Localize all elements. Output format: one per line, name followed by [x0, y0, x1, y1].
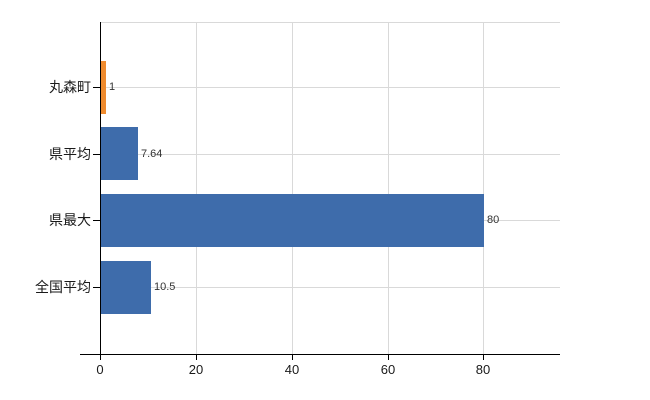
x-tick-label: 40: [284, 362, 300, 377]
bar-value-label: 1: [109, 81, 116, 93]
x-tick-mark: [388, 354, 390, 360]
x-tick-mark: [196, 354, 198, 360]
x-tick-mark: [100, 354, 102, 360]
x-gridline: [196, 22, 197, 354]
y-tick-mark: [93, 220, 100, 222]
bar-value-label: 7.64: [141, 147, 163, 160]
bar-value-label: 10.5: [154, 281, 176, 293]
plot-top-border: [100, 22, 560, 23]
category-label: 県平均: [49, 145, 91, 162]
y-tick-mark: [93, 154, 100, 156]
x-tick-label: 0: [96, 362, 104, 377]
bar: [101, 261, 151, 314]
x-tick-label: 80: [475, 362, 491, 377]
bar-value-label: 80: [487, 214, 500, 227]
y-axis-line: [100, 22, 102, 354]
x-gridline: [388, 22, 389, 354]
x-tick-mark: [292, 354, 294, 360]
bar: [101, 194, 484, 247]
x-axis-line: [80, 354, 560, 356]
x-tick-mark: [483, 354, 485, 360]
y-tick-mark: [93, 287, 100, 289]
bar: [101, 61, 106, 114]
y-gridline: [100, 287, 560, 288]
y-tick-mark: [93, 87, 100, 89]
y-gridline: [100, 154, 560, 155]
y-gridline: [100, 87, 560, 88]
x-tick-label: 20: [188, 362, 204, 377]
x-gridline: [292, 22, 293, 354]
bar: [101, 127, 138, 180]
category-label: 県最大: [49, 212, 91, 229]
category-label: 全国平均: [35, 279, 91, 295]
category-label: 丸森町: [49, 79, 91, 95]
x-tick-label: 60: [380, 362, 396, 377]
x-gridline: [483, 22, 484, 354]
